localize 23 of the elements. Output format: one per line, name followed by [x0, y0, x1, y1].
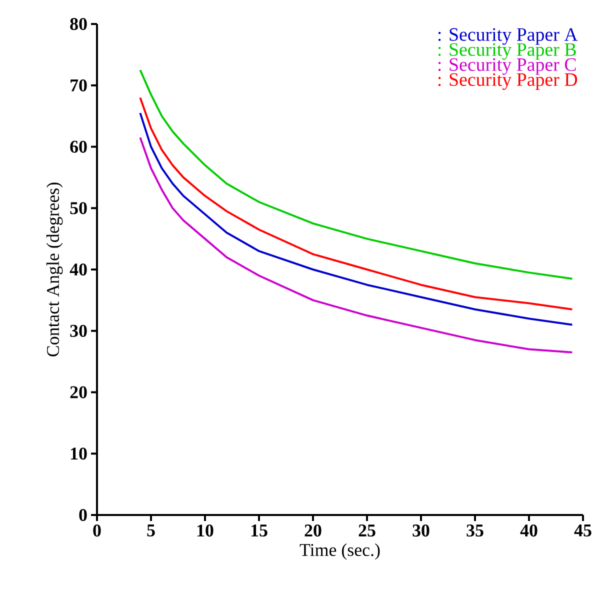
y-tick-label: 0: [79, 508, 87, 522]
y-tick-label: 50: [70, 202, 87, 214]
y-tick-label: 80: [70, 18, 87, 30]
x-tick-label: 45: [574, 524, 592, 536]
x-tick-label: 10: [197, 524, 214, 537]
x-tick-label: 25: [358, 524, 376, 537]
y-tick-label: 70: [70, 79, 87, 92]
y-tick-label: 30: [70, 324, 87, 337]
y-axis-title: Contact Angle (degrees): [46, 182, 63, 356]
x-tick-label: 30: [412, 524, 430, 537]
x-tick-label: 20: [304, 524, 322, 537]
x-tick-label: 5: [147, 524, 155, 536]
y-tick-label: 10: [71, 448, 87, 460]
y-tick-label: 40: [70, 263, 87, 276]
x-tick-label: 35: [466, 524, 484, 537]
y-tick-label: 60: [70, 140, 87, 153]
x-tick-label: 15: [251, 524, 268, 537]
line-series: [139, 136, 574, 354]
text: : Security Paper D: [438, 73, 578, 90]
x-axis-title: Time (sec.): [300, 543, 380, 560]
x-tick-label: 0: [93, 524, 101, 537]
y-tick-label: 20: [70, 386, 87, 398]
x-tick-label: 40: [520, 524, 538, 537]
